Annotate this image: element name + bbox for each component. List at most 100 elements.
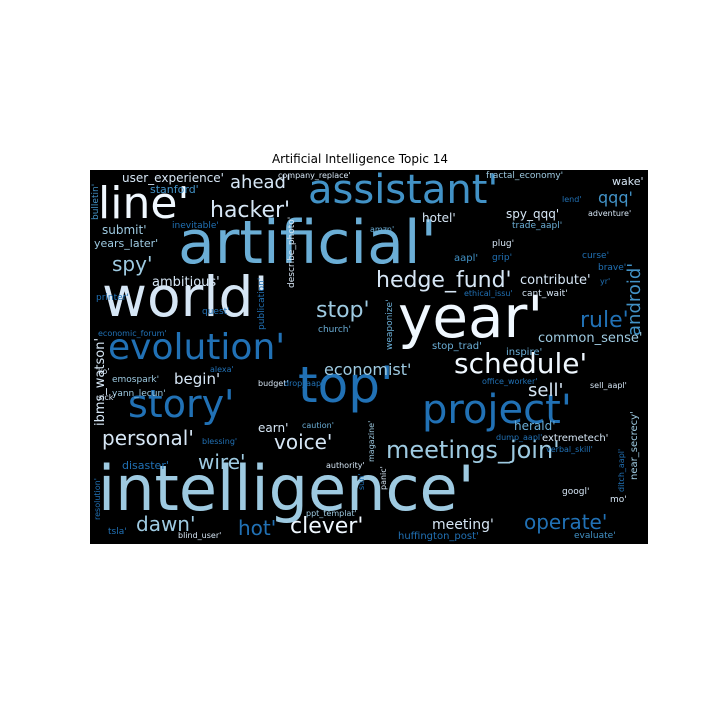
word-dawn: dawn' xyxy=(136,512,196,536)
word-office-worker: office_worker' xyxy=(482,377,538,386)
word-contribute: contribute' xyxy=(520,273,591,288)
word-lend: lend' xyxy=(562,195,582,204)
word-dump-aapl: dump_aapl' xyxy=(496,433,543,442)
word-printer: printer' xyxy=(96,293,129,303)
word-weaponize: weaponize' xyxy=(385,299,395,350)
word-story: story' xyxy=(128,382,235,426)
word-personal: personal' xyxy=(102,426,194,450)
word-curse: curse' xyxy=(582,251,610,261)
word-bulletin: bulletin' xyxy=(91,183,101,220)
word-common-sense: common_sense' xyxy=(538,331,643,346)
word-grip: grip' xyxy=(492,253,513,263)
word-describe-photo: describe_photo' xyxy=(287,216,297,288)
word-ethical-issu: ethical_issu' xyxy=(464,289,513,298)
word-aapl: aapl' xyxy=(454,253,479,264)
word-sun: sun' xyxy=(357,473,366,490)
word-years-later: years_later' xyxy=(94,237,159,250)
word-intelligence: intelligence' xyxy=(98,452,475,525)
word-hotel: hotel' xyxy=(422,211,456,225)
word-user-experience: user_experience' xyxy=(122,171,224,185)
word-blind-user: blind_user' xyxy=(178,531,222,540)
word-alexa: alexa' xyxy=(210,365,234,374)
word-earn: earn' xyxy=(258,421,289,435)
word-sell-aapl: sell_aapl' xyxy=(590,381,627,390)
word-spy: spy' xyxy=(112,252,153,276)
word-economist: economist' xyxy=(324,360,412,379)
word-line: line' xyxy=(98,178,190,229)
word-caution: caution' xyxy=(302,421,334,430)
word-qqq: qqq' xyxy=(598,188,633,207)
word-disaster: disaster' xyxy=(122,459,169,472)
word-assistant: assistant' xyxy=(308,170,499,213)
word-cant-wait: cant_wait' xyxy=(522,289,568,299)
chart-title: Artificial Intelligence Topic 14 xyxy=(271,152,449,166)
word-hot: hot' xyxy=(238,516,277,540)
word-company-replace: company_replace' xyxy=(278,171,351,180)
word-wake: wake' xyxy=(612,175,644,188)
word-hedge-fund: hedge_fund' xyxy=(376,268,512,293)
word-resolution: resolution' xyxy=(93,478,102,520)
word-ahead: ahead' xyxy=(230,172,291,193)
word-magazine: magazine' xyxy=(367,420,376,462)
word-plug: plug' xyxy=(492,239,515,249)
word-drop-aapl: drop_aapl' xyxy=(284,379,326,388)
word-panic: panic' xyxy=(379,466,388,490)
word-blessing: blessing' xyxy=(202,437,238,446)
word-brave: brave' xyxy=(598,263,627,273)
word-begin: begin' xyxy=(174,370,221,388)
word-sell: sell' xyxy=(528,380,564,401)
word-yr: yr' xyxy=(600,277,611,286)
word-cloud: intelligence' artificial' year' world' t… xyxy=(90,170,648,544)
word-quest: quest' xyxy=(202,307,230,317)
word-meetings-join: meetings_join' xyxy=(386,436,560,464)
word-spy-qqq: spy_qqq' xyxy=(506,207,560,221)
word-near-secrecy: near_secrecy' xyxy=(629,411,640,480)
word-herald: herald' xyxy=(514,419,556,433)
word-amzn: amzn' xyxy=(370,225,395,234)
word-hacker: hacker' xyxy=(210,198,291,223)
word-operate: operate' xyxy=(524,510,608,534)
word-trade-aapl: trade_aapl' xyxy=(512,221,563,231)
word-meeting: meeting' xyxy=(432,517,494,533)
word-artificial: artificial' xyxy=(178,208,438,278)
word-schedule: schedule' xyxy=(454,347,588,380)
word-publication: publication' xyxy=(257,277,267,330)
word-ambitious: ambitious' xyxy=(152,275,220,290)
word-mo: mo' xyxy=(610,495,627,505)
word-evaluate: evaluate' xyxy=(574,531,616,541)
word-huffington-post: huffington_post' xyxy=(398,531,479,542)
word-android: android' xyxy=(624,262,645,336)
word-googl: googl' xyxy=(562,487,590,497)
word-project: project' xyxy=(422,387,572,433)
word-stop-trad: stop_trad' xyxy=(432,341,482,352)
word-year: year' xyxy=(398,283,544,351)
word-budget: budget' xyxy=(258,379,289,388)
word-emospark: emospark' xyxy=(112,375,160,385)
word-ko: ko' xyxy=(98,367,110,376)
word-inevitable: inevitable' xyxy=(172,221,219,231)
word-clever: clever' xyxy=(290,514,364,539)
word-verbal-skill: verbal_skill' xyxy=(546,445,593,454)
word-sick: sick' xyxy=(98,393,116,402)
word-top: top' xyxy=(298,356,394,414)
word-fractal-economy: fractal_economy' xyxy=(486,171,564,181)
word-yann-lecun: yann_lecun' xyxy=(112,389,166,399)
word-submit: submit' xyxy=(102,223,147,237)
word-evolution: evolution' xyxy=(108,327,286,368)
word-inspire: inspire' xyxy=(506,347,543,358)
word-wire: wire' xyxy=(198,450,246,474)
word-ibms-watson: ibms_watson' xyxy=(93,337,108,426)
word-tsla: tsla' xyxy=(108,527,127,537)
word-economic-forum: economic_forum' xyxy=(98,329,167,338)
word-extremetech: extremetech' xyxy=(542,433,609,444)
word-adventure: adventure' xyxy=(588,209,632,218)
word-ppt-templat: ppt_templat' xyxy=(306,509,357,518)
word-world: world' xyxy=(102,265,269,329)
word-stop: stop' xyxy=(316,298,370,323)
word-stanford: stanford' xyxy=(150,183,199,196)
word-ditch-aapl: ditch_aapl' xyxy=(617,448,626,492)
word-voice: voice' xyxy=(274,430,333,454)
word-rule: rule' xyxy=(580,308,629,333)
word-authority: authority' xyxy=(326,461,365,470)
word-church: church' xyxy=(318,325,351,335)
